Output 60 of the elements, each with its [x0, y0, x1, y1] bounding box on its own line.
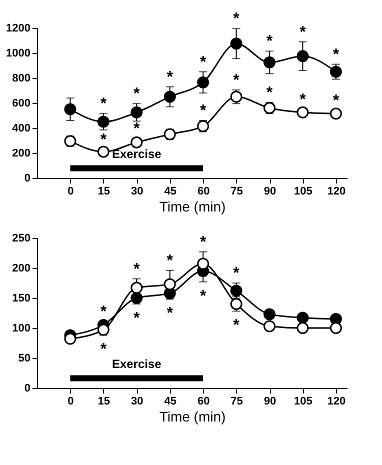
- band-label: Exercise: [112, 147, 162, 161]
- x-axis-title: Time (min): [159, 408, 226, 424]
- y-tick-label: 0: [24, 172, 30, 184]
- x-tick-label: 90: [264, 186, 276, 198]
- x-tick-label: 15: [98, 186, 110, 198]
- annotation: *: [100, 341, 108, 358]
- x-tick-label: 75: [230, 396, 243, 408]
- x-tick-label: 90: [264, 396, 276, 408]
- annotation: *: [166, 252, 174, 270]
- x-tick-label: 75: [230, 186, 243, 198]
- x-tick-label: 105: [294, 396, 312, 408]
- x-tick-label: 45: [164, 396, 176, 408]
- annotation: *: [134, 310, 141, 327]
- annotation: *: [200, 54, 207, 71]
- y-tick-label: 800: [12, 72, 30, 84]
- y-tick-label: 150: [12, 292, 30, 304]
- x-tick-label: 15: [98, 396, 110, 408]
- annotation: *: [100, 131, 108, 148]
- y-tick-label: 1200: [6, 22, 30, 34]
- annotation: *: [332, 92, 340, 110]
- y-tick-label: 100: [12, 322, 30, 334]
- annotation: *: [200, 288, 207, 305]
- annotation: *: [200, 102, 207, 120]
- x-tick-label: 0: [68, 186, 74, 198]
- y-tick-label: 200: [12, 148, 30, 160]
- x-tick-label: 45: [164, 186, 176, 198]
- annotation: *: [300, 24, 307, 41]
- x-tick-label: 0: [68, 396, 74, 408]
- y-tick-label: 200: [12, 262, 30, 274]
- annotation: *: [100, 96, 108, 113]
- y-tick-label: 1000: [6, 48, 30, 60]
- x-tick-label: 60: [197, 186, 210, 198]
- annotation: *: [134, 120, 141, 138]
- band-label: Exercise: [112, 357, 162, 371]
- annotation: *: [134, 260, 141, 278]
- annotation: *: [233, 10, 240, 28]
- x-tick-label: 60: [197, 396, 210, 408]
- annotation: *: [266, 33, 274, 50]
- annotation: *: [200, 234, 207, 251]
- y-tick-label: 600: [12, 98, 30, 110]
- x-axis-title: Time (min): [159, 198, 226, 214]
- y-tick-label: 400: [12, 122, 30, 134]
- annotation: *: [266, 84, 274, 102]
- annotation: *: [233, 265, 240, 282]
- annotation: *: [300, 91, 307, 108]
- x-tick-label: 30: [131, 186, 144, 198]
- x-tick-label: 120: [327, 396, 346, 408]
- annotation: *: [134, 86, 141, 103]
- annotation: *: [233, 72, 240, 89]
- annotation: *: [166, 68, 174, 86]
- y-tick-label: 0: [24, 382, 30, 394]
- x-tick-label: 120: [327, 186, 346, 198]
- annotation: *: [233, 317, 240, 334]
- annotation: *: [100, 303, 108, 320]
- y-tick-label: 250: [12, 232, 30, 244]
- x-tick-label: 30: [131, 396, 144, 408]
- annotation: *: [332, 46, 340, 64]
- x-tick-label: 105: [294, 186, 312, 198]
- annotation: *: [166, 305, 174, 322]
- y-tick-label: 50: [18, 352, 30, 364]
